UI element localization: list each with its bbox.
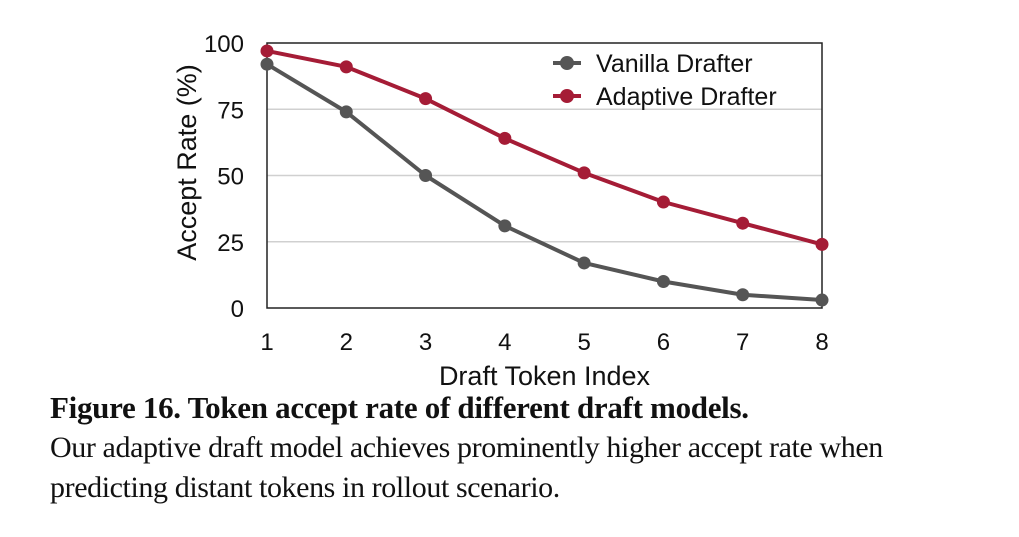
caption-title: Figure 16. Token accept rate of differen…: [50, 390, 749, 425]
x-tick-label: 7: [736, 329, 749, 356]
legend-dot-marker: [560, 89, 574, 103]
data-point: [656, 195, 670, 209]
series-group: [260, 44, 829, 307]
x-tick-label: 6: [657, 329, 670, 356]
x-axis-label: Draft Token Index: [439, 361, 651, 390]
y-tick-label: 50: [217, 164, 244, 191]
legend-item: Adaptive Drafter: [553, 83, 777, 111]
x-tick-label: 1: [260, 329, 273, 356]
data-point: [339, 105, 353, 119]
caption-body: Our adaptive draft model achieves promin…: [50, 431, 883, 504]
data-point: [577, 256, 591, 270]
legend-item: Vanilla Drafter: [553, 50, 753, 78]
series-adaptive-drafter: [260, 44, 829, 251]
data-point: [736, 288, 750, 302]
plot-frame: [266, 42, 823, 309]
x-tick-label: 4: [498, 329, 511, 356]
gridlines: [267, 108, 822, 243]
line-chart: 0 25 50 75 100 1 2 3 4 5 6 7 8 Vanilla Drafter Adapt…: [172, 31, 829, 390]
y-tick-label: 25: [217, 230, 244, 257]
data-point: [577, 166, 591, 180]
data-point: [419, 92, 433, 106]
y-tick-labels: 0 25 50 75 100: [204, 31, 244, 323]
data-point: [498, 219, 512, 233]
data-point: [736, 216, 750, 230]
data-point: [419, 169, 433, 182]
data-point: [260, 44, 274, 58]
figure-caption: Figure 16. Token accept rate of differen…: [50, 388, 1000, 508]
x-tick-label: 8: [815, 329, 828, 356]
x-tick-label: 3: [419, 329, 432, 356]
x-tick-label: 2: [340, 329, 353, 356]
data-point: [339, 60, 353, 74]
data-point: [260, 57, 274, 71]
series-vanilla-drafter: [260, 57, 829, 307]
data-point: [815, 237, 829, 251]
data-point: [498, 131, 512, 145]
data-point: [815, 293, 829, 307]
legend: Vanilla Drafter Adaptive Drafter: [553, 50, 777, 111]
legend-label: Adaptive Drafter: [596, 83, 777, 111]
legend-dot-marker: [560, 56, 574, 70]
y-tick-label: 75: [217, 97, 244, 124]
legend-label: Vanilla Drafter: [596, 50, 753, 78]
data-point: [656, 275, 670, 288]
y-tick-label: 0: [231, 296, 244, 323]
x-tick-label: 5: [577, 329, 590, 356]
x-tick-labels: 1 2 3 4 5 6 7 8: [260, 329, 828, 356]
series-line: [265, 62, 823, 303]
series-line: [266, 48, 823, 247]
y-tick-label: 100: [204, 31, 244, 58]
y-axis-label: Accept Rate (%): [172, 64, 202, 261]
